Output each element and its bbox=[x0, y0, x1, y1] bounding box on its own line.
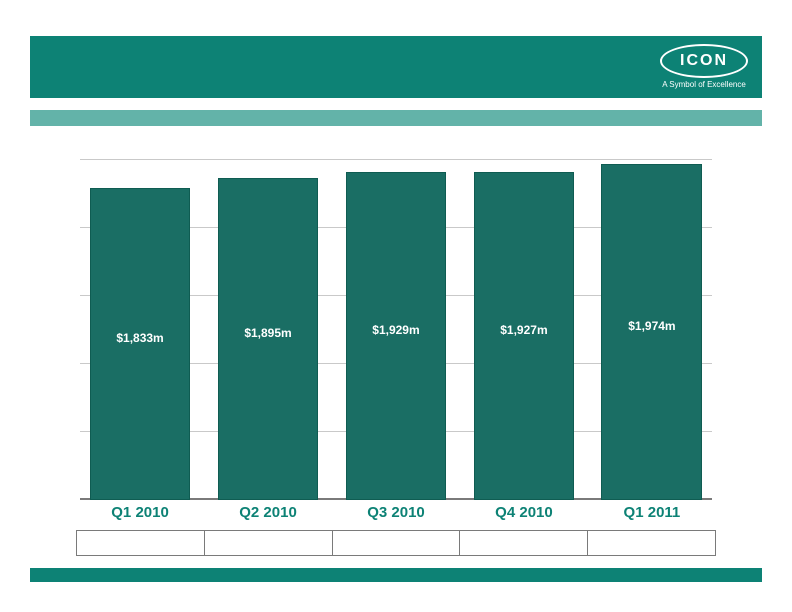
bar-chart: $1,833m $1,895m $1,929m $1,927m $1,974m bbox=[80, 160, 712, 500]
bar-value-label: $1,833m bbox=[116, 331, 163, 345]
chart-bar: $1,833m bbox=[90, 188, 191, 500]
bar-slot: $1,833m bbox=[80, 160, 200, 500]
bar-value-label: $1,895m bbox=[244, 326, 291, 340]
bar-slot: $1,927m bbox=[464, 160, 584, 500]
chart-x-axis: Q1 2010 Q2 2010 Q3 2010 Q4 2010 Q1 2011 bbox=[80, 504, 712, 521]
data-table-row bbox=[76, 530, 716, 556]
bar-slot: $1,895m bbox=[208, 160, 328, 500]
footer-band bbox=[30, 568, 762, 582]
chart-bar: $1,895m bbox=[218, 178, 319, 500]
data-table-cell bbox=[205, 531, 333, 555]
data-table-cell bbox=[460, 531, 588, 555]
x-axis-label: Q3 2010 bbox=[336, 504, 456, 521]
x-axis-label: Q4 2010 bbox=[464, 504, 584, 521]
data-table-cell bbox=[588, 531, 715, 555]
chart-plot-area: $1,833m $1,895m $1,929m $1,927m $1,974m bbox=[80, 160, 712, 500]
bar-value-label: $1,927m bbox=[500, 323, 547, 337]
data-table-cell bbox=[333, 531, 461, 555]
data-table-cell bbox=[77, 531, 205, 555]
chart-bar: $1,974m bbox=[601, 164, 702, 500]
chart-bars: $1,833m $1,895m $1,929m $1,927m $1,974m bbox=[80, 160, 712, 500]
x-axis-label: Q1 2010 bbox=[80, 504, 200, 521]
brand-logo: ICON A Symbol of Excellence bbox=[660, 44, 748, 89]
chart-bar: $1,929m bbox=[346, 172, 447, 500]
logo-text: ICON bbox=[680, 52, 728, 70]
header-band bbox=[30, 36, 762, 98]
bar-value-label: $1,974m bbox=[628, 319, 675, 333]
slide-root: ICON A Symbol of Excellence $1,833m $1,89… bbox=[0, 0, 792, 612]
sub-header-band bbox=[30, 110, 762, 126]
x-axis-label: Q2 2010 bbox=[208, 504, 328, 521]
logo-oval-icon: ICON bbox=[660, 44, 748, 78]
bar-slot: $1,974m bbox=[592, 160, 712, 500]
x-axis-label: Q1 2011 bbox=[592, 504, 712, 521]
bar-slot: $1,929m bbox=[336, 160, 456, 500]
bar-value-label: $1,929m bbox=[372, 323, 419, 337]
logo-tagline: A Symbol of Excellence bbox=[660, 80, 748, 89]
chart-bar: $1,927m bbox=[474, 172, 575, 500]
